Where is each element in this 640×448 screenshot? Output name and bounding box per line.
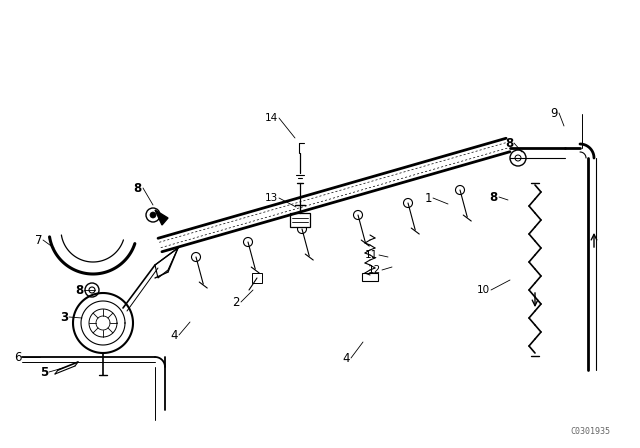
Text: 9: 9 (550, 107, 558, 120)
Text: 4: 4 (170, 328, 178, 341)
Text: 14: 14 (265, 113, 278, 123)
Text: 6: 6 (15, 350, 22, 363)
Text: 7: 7 (35, 233, 42, 246)
Circle shape (150, 212, 156, 218)
Circle shape (515, 155, 521, 161)
Text: 3: 3 (60, 310, 68, 323)
Polygon shape (155, 248, 178, 278)
Text: 1: 1 (424, 191, 432, 204)
Text: 11: 11 (365, 250, 378, 260)
Text: 8: 8 (490, 190, 498, 203)
Text: 8: 8 (75, 284, 83, 297)
Text: 5: 5 (40, 366, 48, 379)
Text: 4: 4 (342, 352, 350, 365)
Polygon shape (155, 210, 168, 225)
Text: C0301935: C0301935 (570, 427, 610, 436)
Text: 2: 2 (232, 296, 240, 309)
Text: 13: 13 (265, 193, 278, 203)
Text: 8: 8 (505, 137, 513, 150)
Bar (362, 273, 378, 281)
Bar (290, 213, 310, 227)
Circle shape (89, 287, 95, 293)
Text: 8: 8 (134, 181, 142, 194)
Text: 12: 12 (368, 265, 381, 275)
Text: 10: 10 (477, 285, 490, 295)
Bar (252, 273, 262, 283)
